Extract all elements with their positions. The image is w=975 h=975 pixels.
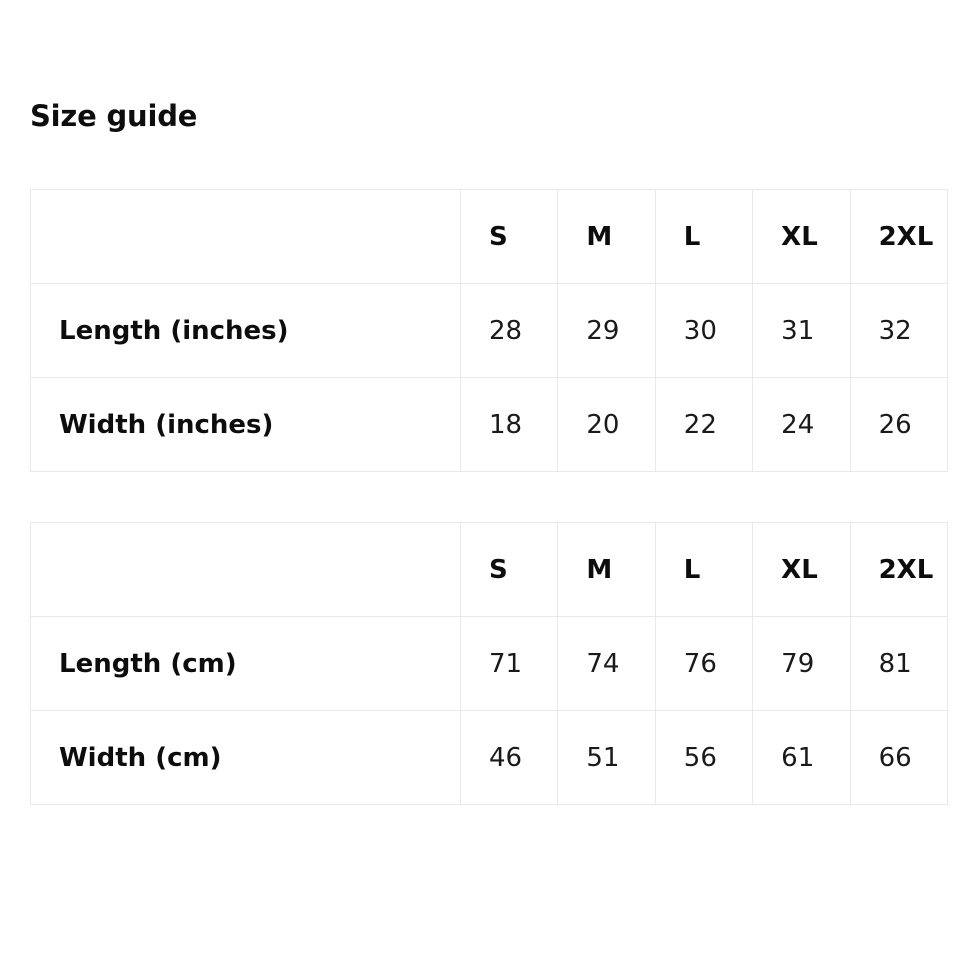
row-label-width-cm: Width (cm): [30, 710, 461, 805]
table-row: Length (inches) 28 29 30 31 32: [30, 283, 948, 378]
column-header-s: S: [459, 189, 559, 284]
row-label-length-inches: Length (inches): [30, 283, 461, 378]
cell-length-cm-l: 76: [654, 616, 754, 711]
table-header-imperial: S M L XL 2XL: [30, 189, 948, 284]
size-table-metric: S M L XL 2XL Length (cm) 71 74 76 79 81 …: [30, 522, 948, 805]
table-header-row: S M L XL 2XL: [30, 189, 948, 284]
table-header-metric: S M L XL 2XL: [30, 522, 948, 617]
table-body-imperial: Length (inches) 28 29 30 31 32 Width (in…: [30, 283, 948, 472]
cell-width-cm-2xl: 66: [849, 710, 948, 805]
column-header-s: S: [459, 522, 559, 617]
corner-cell: [30, 522, 461, 617]
column-header-xl: XL: [752, 189, 851, 284]
cell-width-cm-l: 56: [654, 710, 754, 805]
cell-length-cm-m: 74: [557, 616, 656, 711]
column-header-2xl: 2XL: [849, 189, 948, 284]
column-header-l: L: [654, 189, 754, 284]
table-row: Width (inches) 18 20 22 24 26: [30, 377, 948, 472]
cell-length-inches-m: 29: [557, 283, 656, 378]
row-label-width-inches: Width (inches): [30, 377, 461, 472]
cell-width-cm-m: 51: [557, 710, 656, 805]
cell-width-inches-m: 20: [557, 377, 656, 472]
cell-length-inches-2xl: 32: [849, 283, 948, 378]
cell-width-inches-xl: 24: [752, 377, 851, 472]
row-label-length-cm: Length (cm): [30, 616, 461, 711]
column-header-m: M: [557, 522, 656, 617]
cell-width-cm-s: 46: [459, 710, 559, 805]
cell-length-inches-l: 30: [654, 283, 754, 378]
cell-length-inches-s: 28: [459, 283, 559, 378]
cell-length-cm-2xl: 81: [849, 616, 948, 711]
page-title: Size guide: [30, 99, 198, 133]
column-header-xl: XL: [752, 522, 851, 617]
cell-width-inches-2xl: 26: [849, 377, 948, 472]
cell-width-inches-l: 22: [654, 377, 754, 472]
cell-length-cm-s: 71: [459, 616, 559, 711]
cell-width-inches-s: 18: [459, 377, 559, 472]
corner-cell: [30, 189, 461, 284]
cell-width-cm-xl: 61: [752, 710, 851, 805]
table-row: Length (cm) 71 74 76 79 81: [30, 616, 948, 711]
table-row: Width (cm) 46 51 56 61 66: [30, 710, 948, 805]
size-table-imperial: S M L XL 2XL Length (inches) 28 29 30 31…: [30, 189, 948, 472]
cell-length-inches-xl: 31: [752, 283, 851, 378]
table-header-row: S M L XL 2XL: [30, 522, 948, 617]
cell-length-cm-xl: 79: [752, 616, 851, 711]
table-body-metric: Length (cm) 71 74 76 79 81 Width (cm) 46…: [30, 616, 948, 805]
column-header-l: L: [654, 522, 754, 617]
column-header-m: M: [557, 189, 656, 284]
column-header-2xl: 2XL: [849, 522, 948, 617]
